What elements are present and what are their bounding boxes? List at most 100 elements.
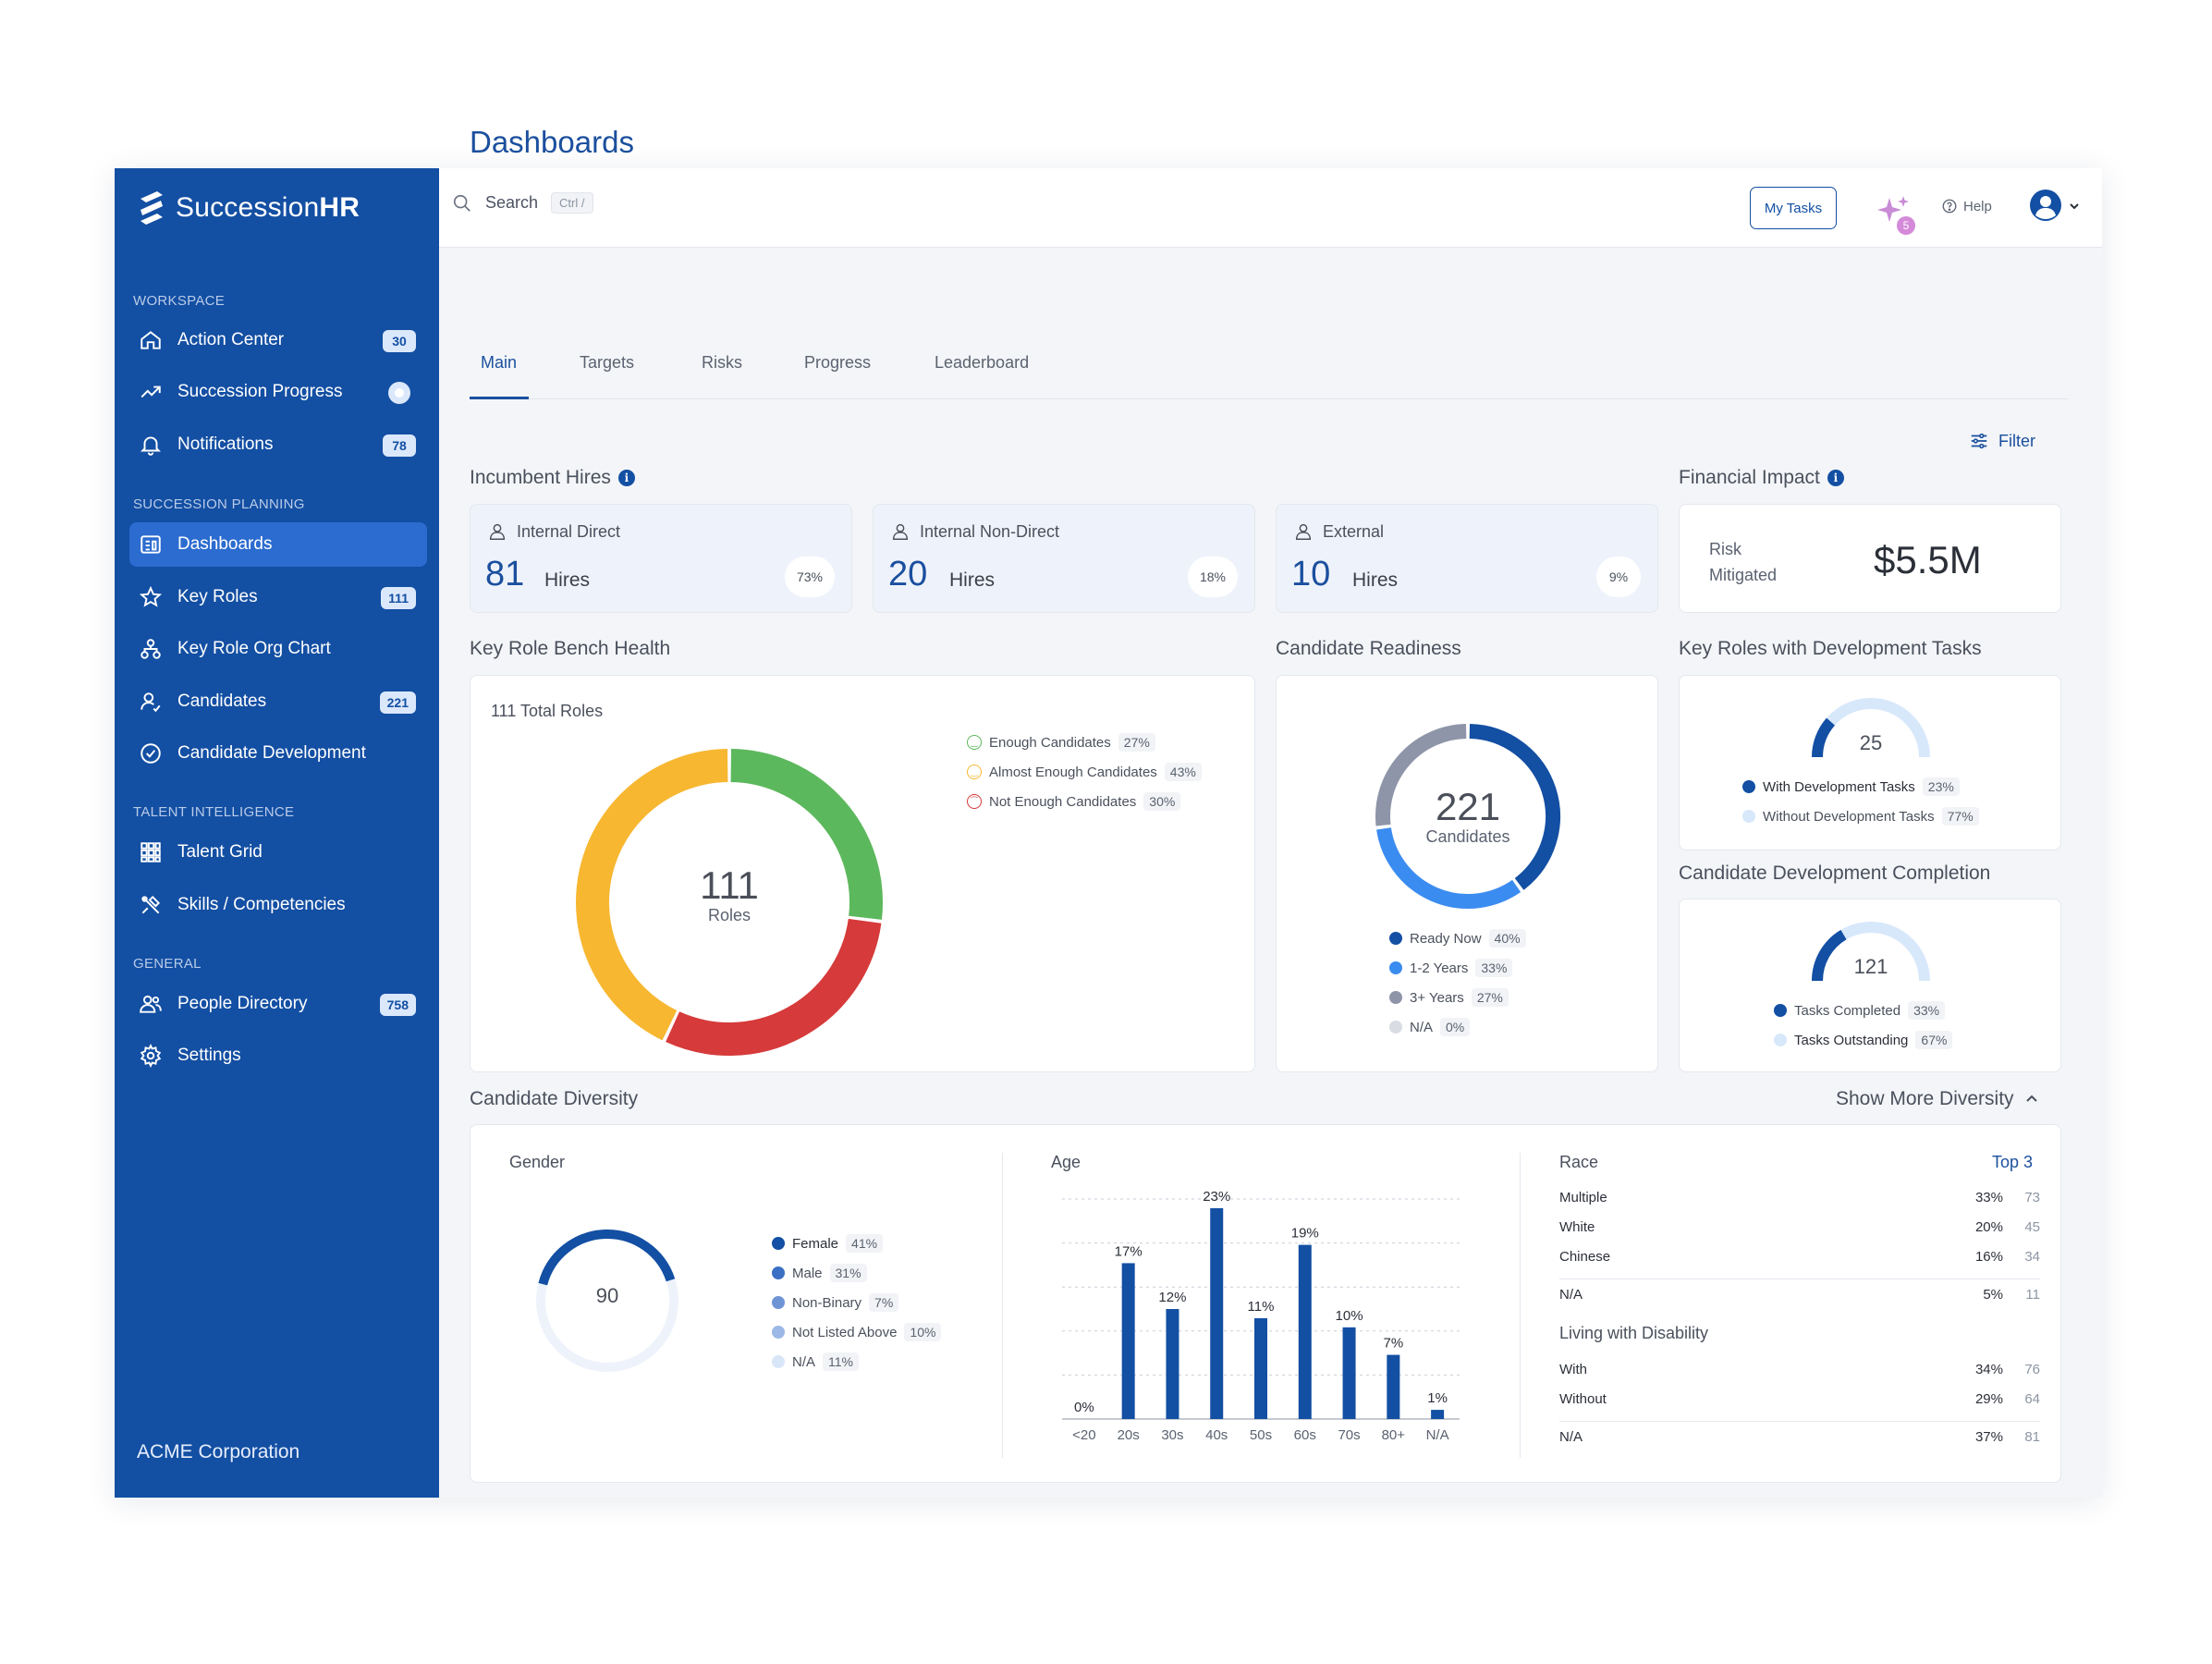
legend-item-almost-enough[interactable]: ‿ Almost Enough Candidates 43% [967,757,1202,787]
topbar: Search Ctrl / My Tasks 5 Help [439,168,2102,248]
age-bar-label-6: 10% [1336,1308,1363,1324]
tab-progress[interactable]: Progress [804,353,872,372]
readiness-segment-2[interactable] [1375,724,1467,826]
age-bar-8[interactable] [1431,1410,1445,1419]
race-top-3-link[interactable]: Top 3 [1991,1153,2033,1171]
readiness-segment-0[interactable] [1469,724,1560,890]
bench-segment-1[interactable] [666,918,882,1056]
tab-targets[interactable]: Targets [580,353,635,372]
chevron-down-icon[interactable] [2068,200,2081,213]
legend-item-na[interactable]: N/A 0% [1389,1012,1526,1042]
sidebar-item-settings[interactable]: Settings [129,1034,427,1078]
sidebar-item-dashboards[interactable]: Dashboards [129,522,427,567]
tab-main[interactable]: Main [481,353,518,372]
age-bar-6[interactable] [1342,1327,1356,1419]
legend-item-not-listed[interactable]: Not Listed Above 10% [772,1317,942,1347]
legend-item-gender-na[interactable]: N/A 11% [772,1347,941,1376]
age-bar-7[interactable] [1387,1354,1400,1419]
bell-icon [140,436,162,456]
readiness-legend: Ready Now 40% 1-2 Years 33% 3+ Years 27% N/… [1389,924,1526,1042]
person-icon [489,523,506,540]
age-tick-label-8: N/A [1426,1427,1449,1443]
dev-tasks-gauge-fill[interactable] [1812,717,1836,758]
sidebar-item-action-center[interactable]: Action Center 30 [129,318,427,362]
age-bar-3[interactable] [1210,1207,1224,1419]
hire-card-internal-direct[interactable]: Internal Direct 81 Hires 73% [470,504,852,613]
sidebar-item-notifications[interactable]: Notifications 78 [129,422,427,467]
sidebar-item-label: Candidates [177,691,267,711]
sidebar-item-skills-competencies[interactable]: Skills / Competencies [129,883,427,927]
logo-mark-icon [141,191,163,225]
user-avatar-icon[interactable] [2029,189,2062,222]
hire-card-internal-non-direct[interactable]: Internal Non-Direct 20 Hires 18% [873,504,1255,613]
sidebar-item-label: Succession Progress [177,382,343,401]
ai-sparkle-icon[interactable] [1876,194,1913,231]
hire-count: 10 [1291,555,1331,593]
age-tick-label-6: 70s [1338,1427,1360,1443]
bench-center-value: 111 [700,863,759,907]
legend-item-without-dev-tasks[interactable]: Without Development Tasks 77% [1742,801,1979,831]
dev-completion-gauge-fill[interactable] [1812,929,1847,982]
age-bar-1[interactable] [1121,1263,1135,1419]
legend-item-1-2-years[interactable]: 1-2 Years 33% [1389,953,1526,983]
race-row-white: White 20% 45 [1559,1219,2040,1235]
bench-segment-2[interactable] [576,749,728,1041]
bench-donut-center: 111 Roles [655,865,803,925]
person-icon [1295,523,1312,540]
readiness-donut [1375,724,1560,909]
sidebar-item-key-role-org-chart[interactable]: Key Role Org Chart [129,627,427,671]
gear-icon [140,1044,162,1068]
sidebar-item-people-directory[interactable]: People Directory 758 [129,982,427,1026]
sidebar-item-succession-progress[interactable]: Succession Progress [129,370,427,414]
sidebar-item-talent-grid[interactable]: Talent Grid [129,830,427,875]
age-tick-label-3: 40s [1205,1427,1228,1443]
legend-item-ready-now[interactable]: Ready Now 40% [1389,924,1526,953]
count-badge: 78 [383,434,416,457]
age-bar-5[interactable] [1298,1244,1312,1419]
tab-risks[interactable]: Risks [702,353,742,372]
hire-unit: Hires [949,569,996,591]
sidebar-item-key-roles[interactable]: Key Roles 111 [129,575,427,619]
brand-logo[interactable]: SuccessionHR [137,185,360,231]
help-link[interactable]: Help [1941,198,1992,214]
legend-item-with-dev-tasks[interactable]: With Development Tasks 23% [1742,772,1979,801]
legend-item-female[interactable]: Female 41% [772,1229,941,1258]
candidates-icon [141,692,161,713]
filter-button[interactable]: Filter [1969,431,2035,451]
legend-item-male[interactable]: Male 31% [772,1258,941,1288]
sidebar-item-candidates[interactable]: Candidates 221 [129,679,427,724]
my-tasks-button[interactable]: My Tasks [1750,187,1837,229]
gender-title: Gender [509,1153,566,1171]
gender-fill[interactable] [538,1230,676,1286]
hire-unit: Hires [1352,569,1399,591]
bench-segment-0[interactable] [730,749,883,920]
disability-row-na: N/A 37% 81 [1559,1429,2040,1445]
total-roles-label: 111 Total Roles [491,702,604,720]
race-row-na: N/A 5% 11 [1559,1287,2040,1303]
bench-legend: ‿ Enough Candidates 27% ‿ Almost Enough Can… [967,728,1202,816]
tab-leaderboard[interactable]: Leaderboard [935,353,1030,372]
readiness-segment-1[interactable] [1376,827,1522,909]
show-more-diversity-button[interactable]: Show More Diversity [1836,1088,2040,1110]
age-bar-2[interactable] [1166,1309,1179,1419]
ai-count-badge: 5 [1897,216,1915,235]
legend-item-enough[interactable]: ‿ Enough Candidates 27% [967,728,1202,757]
sidebar-item-candidate-development[interactable]: Candidate Development [129,731,427,776]
trend-icon [141,385,161,398]
search-input[interactable]: Search Ctrl / [452,192,593,214]
status-dot [388,382,410,404]
financial-impact-card[interactable]: Risk Mitigated $5.5M [1679,504,2061,613]
legend-item-3-plus-years[interactable]: 3+ Years 27% [1389,983,1526,1012]
age-bar-label-2: 12% [1158,1290,1186,1305]
age-bar-4[interactable] [1254,1317,1267,1419]
age-bar-label-4: 11% [1248,1299,1275,1315]
dev-completion-card: 121 Tasks Completed 33% Tasks Outstanding… [1679,899,2061,1072]
legend-item-tasks-outstanding[interactable]: Tasks Outstanding 67% [1774,1025,1953,1055]
hire-card-external[interactable]: External 10 Hires 9% [1276,504,1658,613]
age-bar-label-7: 7% [1383,1336,1403,1352]
hire-card-label: Internal Direct [487,521,620,542]
legend-item-not-enough[interactable]: ⁀ Not Enough Candidates 30% [967,787,1202,816]
organization-name[interactable]: ACME Corporation [137,1441,300,1462]
legend-item-tasks-completed[interactable]: Tasks Completed 33% [1774,996,1952,1025]
legend-item-non-binary[interactable]: Non-Binary 7% [772,1288,941,1317]
